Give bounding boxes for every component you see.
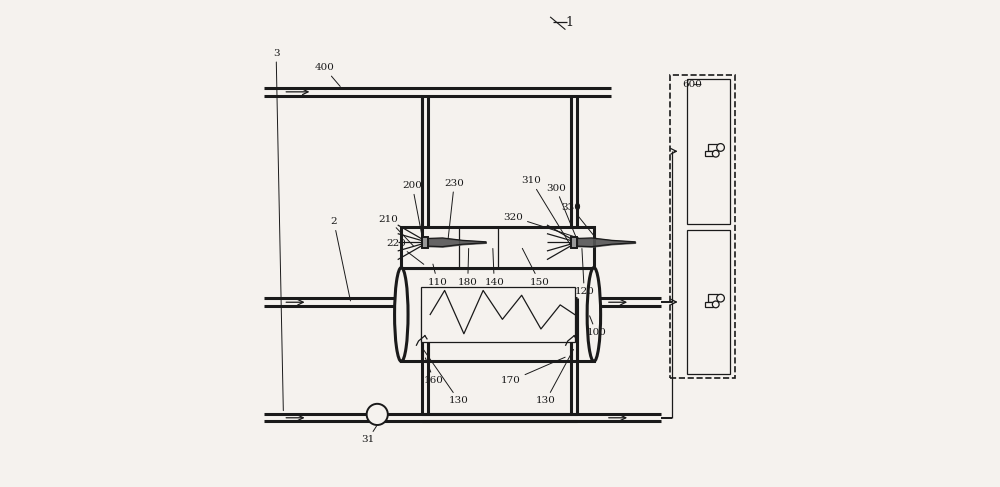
Ellipse shape (587, 267, 601, 361)
Text: 150: 150 (522, 248, 549, 286)
Circle shape (717, 294, 724, 302)
Text: 140: 140 (484, 248, 504, 286)
Text: 300: 300 (546, 184, 576, 237)
Text: 220: 220 (387, 239, 424, 264)
Text: 2: 2 (331, 217, 350, 301)
Text: 130: 130 (536, 350, 573, 406)
Bar (670, 75, 735, 378)
Text: 110: 110 (427, 264, 447, 286)
Circle shape (712, 301, 719, 308)
Text: 310: 310 (521, 176, 571, 246)
Text: 180: 180 (458, 248, 478, 286)
Text: 210: 210 (378, 215, 414, 246)
Bar (687, 229, 730, 375)
Text: 100: 100 (586, 316, 606, 337)
Bar (705, 302, 713, 307)
Text: 31: 31 (361, 426, 376, 445)
Text: 320: 320 (504, 212, 579, 238)
Bar (708, 144, 718, 151)
Circle shape (712, 150, 719, 157)
Text: 170: 170 (501, 357, 565, 385)
Bar (708, 294, 718, 302)
Bar (687, 79, 730, 224)
Text: 130: 130 (423, 349, 469, 406)
Text: 160: 160 (424, 358, 444, 385)
Text: 330: 330 (561, 203, 596, 239)
Circle shape (367, 404, 388, 425)
Ellipse shape (395, 267, 408, 361)
Text: 200: 200 (402, 181, 422, 237)
Bar (705, 151, 713, 156)
Bar (421, 287, 575, 342)
Text: 230: 230 (444, 179, 464, 239)
Circle shape (717, 144, 724, 151)
Text: 400: 400 (314, 63, 340, 87)
Bar (401, 267, 594, 361)
Text: 3: 3 (273, 49, 283, 411)
Bar (401, 226, 594, 267)
Bar (571, 237, 577, 247)
Text: 600: 600 (683, 80, 703, 89)
Text: 120: 120 (574, 248, 594, 296)
Text: 1: 1 (566, 16, 574, 29)
Bar (422, 237, 428, 247)
